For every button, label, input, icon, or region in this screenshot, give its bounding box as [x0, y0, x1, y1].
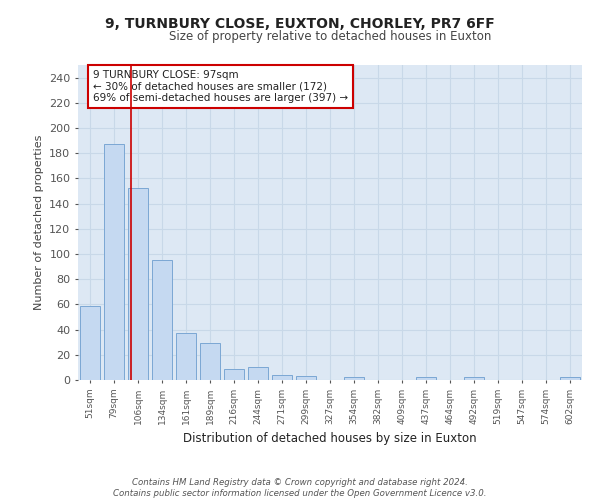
Bar — [176, 334, 196, 380]
Bar — [224, 368, 244, 380]
Title: Size of property relative to detached houses in Euxton: Size of property relative to detached ho… — [169, 30, 491, 43]
Y-axis label: Number of detached properties: Number of detached properties — [34, 135, 44, 310]
Bar — [296, 376, 316, 380]
Bar — [344, 378, 364, 380]
Bar — [152, 260, 172, 380]
Bar — [200, 344, 220, 380]
Bar — [560, 378, 580, 380]
Bar — [128, 188, 148, 380]
Text: 9 TURNBURY CLOSE: 97sqm
← 30% of detached houses are smaller (172)
69% of semi-d: 9 TURNBURY CLOSE: 97sqm ← 30% of detache… — [93, 70, 348, 103]
Bar — [416, 378, 436, 380]
X-axis label: Distribution of detached houses by size in Euxton: Distribution of detached houses by size … — [183, 432, 477, 446]
Bar — [248, 368, 268, 380]
Bar — [80, 306, 100, 380]
Text: 9, TURNBURY CLOSE, EUXTON, CHORLEY, PR7 6FF: 9, TURNBURY CLOSE, EUXTON, CHORLEY, PR7 … — [105, 18, 495, 32]
Bar — [464, 378, 484, 380]
Text: Contains HM Land Registry data © Crown copyright and database right 2024.
Contai: Contains HM Land Registry data © Crown c… — [113, 478, 487, 498]
Bar — [272, 375, 292, 380]
Bar — [104, 144, 124, 380]
